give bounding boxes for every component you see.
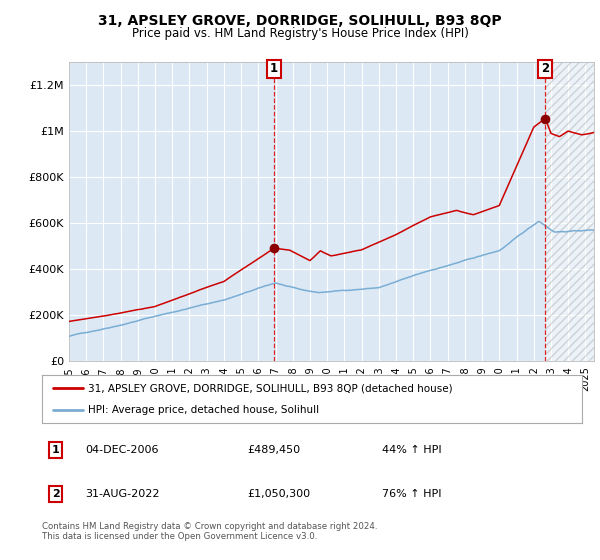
Text: Contains HM Land Registry data © Crown copyright and database right 2024.
This d: Contains HM Land Registry data © Crown c…: [42, 522, 377, 542]
Text: 2: 2: [541, 63, 550, 76]
Text: 76% ↑ HPI: 76% ↑ HPI: [382, 489, 442, 499]
Bar: [545, 62, 594, 361]
Text: 1: 1: [270, 63, 278, 76]
Text: 31-AUG-2022: 31-AUG-2022: [85, 489, 160, 499]
Text: Price paid vs. HM Land Registry's House Price Index (HPI): Price paid vs. HM Land Registry's House …: [131, 27, 469, 40]
Text: 04-DEC-2006: 04-DEC-2006: [85, 445, 159, 455]
Text: 2: 2: [52, 489, 59, 499]
Text: 1: 1: [52, 445, 59, 455]
Text: 44% ↑ HPI: 44% ↑ HPI: [382, 445, 442, 455]
Text: 31, APSLEY GROVE, DORRIDGE, SOLIHULL, B93 8QP: 31, APSLEY GROVE, DORRIDGE, SOLIHULL, B9…: [98, 14, 502, 28]
Text: 31, APSLEY GROVE, DORRIDGE, SOLIHULL, B93 8QP (detached house): 31, APSLEY GROVE, DORRIDGE, SOLIHULL, B9…: [88, 383, 452, 393]
Text: £1,050,300: £1,050,300: [247, 489, 310, 499]
Text: HPI: Average price, detached house, Solihull: HPI: Average price, detached house, Soli…: [88, 405, 319, 415]
Text: £489,450: £489,450: [247, 445, 301, 455]
